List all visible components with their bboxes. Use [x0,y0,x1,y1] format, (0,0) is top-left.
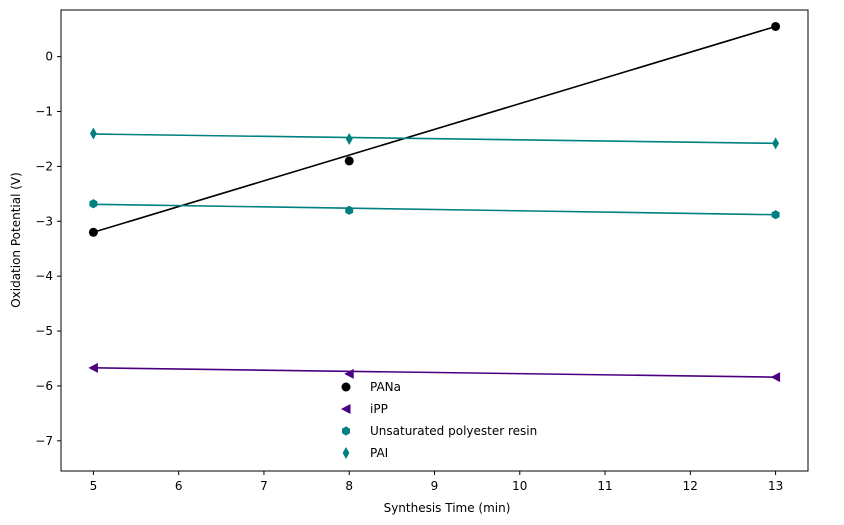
x-axis-title: Synthesis Time (min) [384,501,511,515]
x-tick-label: 5 [90,479,98,493]
x-tick-label: 10 [512,479,527,493]
fit-line-3 [93,133,776,145]
plot-background [61,10,808,471]
x-tick-label: 11 [597,479,612,493]
legend-marker-3 [342,447,350,459]
legend-label: iPP [370,402,388,416]
x-tick-label: 9 [431,479,439,493]
y-tick-label: −7 [35,434,53,448]
legend-marker-0 [341,382,351,392]
data-point-0-2 [771,21,781,31]
y-tick-label: −3 [35,214,53,228]
x-tick-label: 6 [175,479,183,493]
legend-label: PANa [370,380,401,394]
x-tick-label: 12 [683,479,698,493]
y-tick-label: −6 [35,379,53,393]
y-tick-label: −2 [35,159,53,173]
data-point-0-0 [88,227,98,237]
x-tick-label: 8 [345,479,353,493]
x-tick-label: 7 [260,479,268,493]
data-point-1-0 [88,362,98,373]
data-point-0-1 [344,156,354,166]
y-tick-label: 0 [45,50,53,64]
legend-marker-2 [342,426,350,436]
y-axis: 0 −1 −2 −3 −4 −5 −6 −7 [35,50,61,448]
fit-line-1 [93,367,776,378]
data-point-3-1 [345,132,353,145]
legend-marker-1 [341,404,351,414]
x-axis: 5 6 7 8 9 10 11 12 13 [90,471,783,493]
data-point-2-1 [345,205,354,215]
data-points [88,21,781,383]
data-point-1-1 [344,368,354,379]
y-axis-title: Oxidation Potential (V) [9,172,23,308]
fit-line-0 [93,25,776,234]
data-point-3-0 [90,127,97,140]
y-tick-label: −1 [35,105,53,119]
fit-line-2 [93,203,776,216]
fit-lines [93,25,776,378]
x-tick-label: 13 [768,479,783,493]
data-point-1-2 [770,372,781,383]
data-point-2-0 [89,199,98,209]
legend: PANa iPP Unsaturated polyester resin PAI [341,380,537,460]
legend-label: Unsaturated polyester resin [370,424,537,438]
data-point-2-2 [771,210,780,220]
legend-label: PAI [370,446,388,460]
data-point-3-2 [772,137,779,150]
y-tick-label: −5 [35,324,53,338]
y-tick-label: −4 [35,269,53,283]
